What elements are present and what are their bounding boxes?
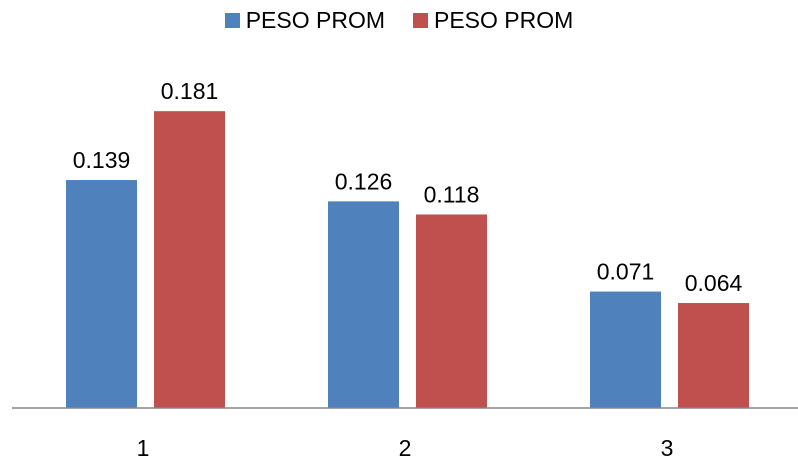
data-label-series-1-cat-1: 0.139 [73, 147, 131, 173]
data-label-series-1-cat-3: 0.071 [597, 259, 655, 285]
bar-series-1-cat-3 [590, 291, 661, 408]
x-tick-label-2: 2 [399, 435, 412, 461]
legend-item-series-1: PESO PROM [224, 7, 385, 34]
bar-series-1-cat-2 [328, 201, 399, 408]
legend-label-series-2: PESO PROM [434, 7, 574, 33]
legend-label-series-1: PESO PROM [245, 7, 385, 33]
legend-swatch-series-2 [413, 13, 428, 28]
legend-item-series-2: PESO PROM [413, 7, 573, 34]
bar-series-2-cat-2 [416, 214, 487, 408]
bar-series-2-cat-1 [154, 111, 225, 408]
data-label-series-2-cat-1: 0.181 [161, 78, 219, 104]
x-tick-label-1: 1 [137, 435, 150, 461]
data-label-series-2-cat-3: 0.064 [685, 270, 743, 296]
x-tick-label-3: 3 [661, 435, 674, 461]
data-label-series-2-cat-2: 0.118 [424, 181, 480, 207]
data-label-series-1-cat-2: 0.126 [335, 168, 393, 194]
legend: PESO PROM PESO PROM [0, 7, 798, 34]
bar-series-1-cat-1 [66, 180, 137, 408]
legend-swatch-series-1 [224, 13, 240, 28]
bar-series-2-cat-3 [678, 303, 749, 408]
